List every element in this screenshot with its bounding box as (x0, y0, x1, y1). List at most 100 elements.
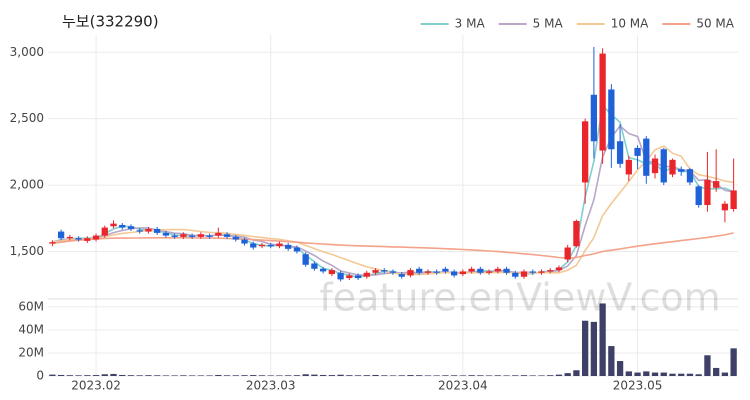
volume-bar (468, 375, 475, 376)
volume-bar (599, 303, 606, 376)
volume-bar (119, 374, 126, 376)
candle-body (127, 226, 135, 229)
candle-body (547, 270, 554, 272)
candle-body (337, 272, 344, 280)
volume-bar (258, 375, 266, 376)
candle-body (250, 243, 257, 248)
candle-body (442, 268, 449, 272)
candle-body (713, 181, 720, 188)
volume-bar (215, 374, 222, 376)
volume-bar (555, 374, 563, 376)
volume-bar (180, 375, 187, 376)
ma-line (52, 232, 734, 260)
candle-body (302, 254, 309, 265)
candle-body (608, 89, 615, 150)
volume-bar (704, 355, 711, 376)
volume-bar (197, 375, 204, 376)
volume-bar (398, 375, 405, 376)
volume-bar (520, 375, 528, 376)
volume-bar (232, 375, 239, 376)
candle-body (520, 271, 528, 277)
volume-bar (503, 375, 510, 376)
legend-label: 50 MA (696, 17, 734, 31)
volume-bar (538, 375, 545, 376)
candle-body (57, 231, 65, 239)
volume-bar (634, 372, 641, 376)
candle-body (686, 169, 694, 183)
volume-bar (276, 375, 283, 376)
candle-body (145, 228, 152, 232)
candle-body (651, 158, 659, 174)
candle-body (84, 238, 91, 241)
candle-body (197, 234, 204, 237)
candle-body (346, 275, 353, 279)
volume-bar (529, 375, 536, 376)
volume-bar (547, 375, 554, 376)
volume-bar (337, 374, 344, 376)
ma-line (52, 124, 734, 277)
y-tick-label: 3,000 (10, 45, 44, 59)
volume-bar (206, 375, 213, 376)
candle-body (267, 244, 274, 247)
volume-bar (459, 375, 467, 376)
volume-bar (660, 372, 667, 376)
volume-bar (57, 374, 65, 376)
volume-bar (678, 373, 685, 376)
volume-bar (450, 375, 458, 376)
candle-body (590, 94, 598, 142)
volume-bar (66, 375, 73, 376)
volume-bar (223, 375, 231, 376)
candle-body (136, 230, 143, 232)
candle-body (730, 190, 737, 210)
candle-body (293, 247, 301, 252)
candle-body (354, 275, 362, 279)
y-tick-label: 1,500 (10, 244, 44, 258)
candle-body (485, 271, 493, 273)
volume-bar (643, 371, 650, 376)
candle-body (704, 179, 711, 206)
volume-bar (49, 374, 56, 376)
candle-body (215, 232, 222, 236)
candle-body (468, 268, 475, 272)
volume-bar (389, 375, 397, 376)
candle-body (634, 147, 641, 156)
volume-bar (477, 375, 484, 376)
volume-bar (407, 375, 414, 376)
volume-bar (311, 374, 318, 376)
candle-body (538, 271, 545, 273)
candle-body (154, 228, 161, 233)
volume-bar (713, 367, 720, 376)
volume-bar (127, 375, 135, 376)
candle-body (258, 244, 266, 247)
watermark: feature.enViewV.com (319, 276, 720, 320)
volume-bar (84, 375, 91, 376)
volume-bar (590, 321, 598, 376)
candle-body (695, 186, 702, 206)
volume-bar (686, 373, 694, 376)
volume-bar (416, 375, 423, 376)
volume-bar (328, 375, 336, 376)
volume-bar (267, 375, 274, 376)
candle-body (180, 234, 187, 237)
volume-bar (512, 375, 519, 376)
candle-body (564, 247, 571, 260)
y-tick-label: 2,000 (10, 178, 44, 192)
volume-bar (110, 373, 117, 376)
volume-bar (162, 375, 170, 376)
candle-body (573, 220, 580, 247)
candle-body (285, 244, 292, 249)
candle-body (162, 232, 170, 236)
volume-bar (433, 375, 440, 376)
volume-bar (442, 375, 449, 376)
candle-body (66, 236, 73, 239)
candle-body (616, 141, 624, 164)
candle-body (389, 271, 397, 273)
candle-body (416, 268, 423, 273)
candle-body (477, 268, 484, 273)
candle-body (119, 224, 126, 228)
volume-tick-label: 40M (18, 322, 44, 336)
x-tick-label: 2023.04 (438, 379, 488, 393)
volume-bar (573, 370, 580, 376)
candle-body (529, 271, 536, 273)
